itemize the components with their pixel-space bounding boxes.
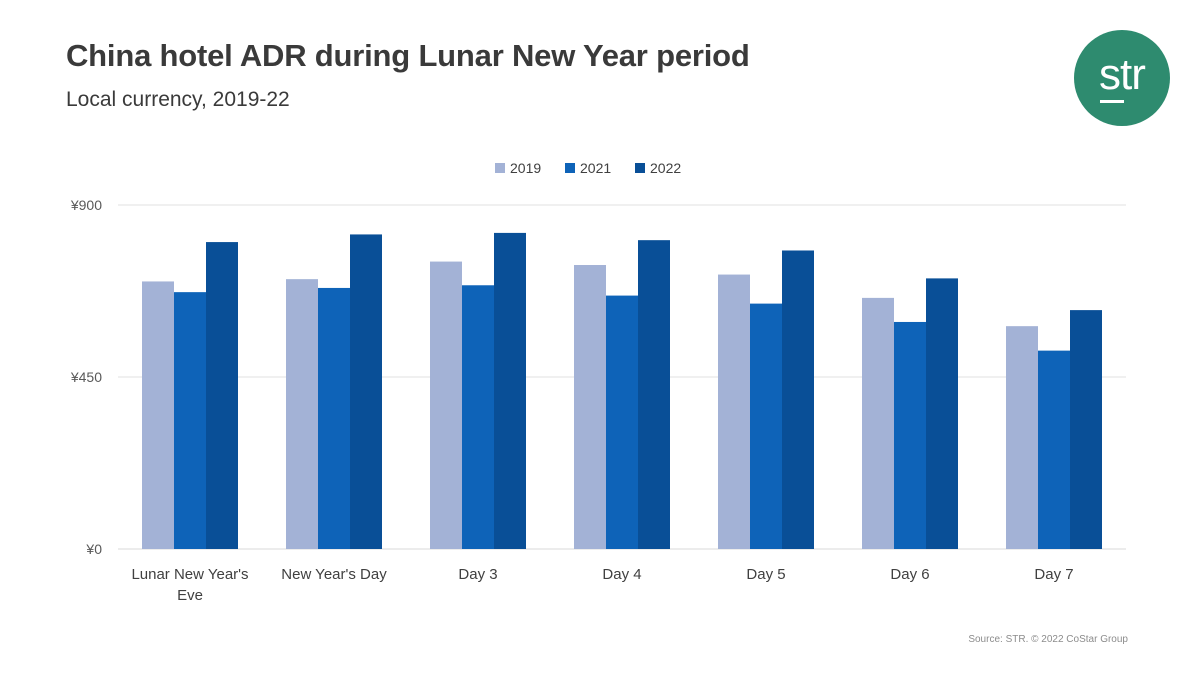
- legend-swatch-2021: [565, 163, 575, 173]
- x-tick-label: Day 4: [602, 566, 641, 583]
- chart-title: China hotel ADR during Lunar New Year pe…: [66, 38, 750, 73]
- y-tick-label: ¥900: [70, 197, 102, 213]
- logo-underline: [1100, 100, 1124, 103]
- y-tick-label: ¥0: [85, 541, 102, 557]
- bar-2019: [862, 297, 894, 549]
- x-tick-label: Day 5: [746, 566, 785, 583]
- legend-label-2022: 2022: [650, 160, 681, 176]
- bar-2021: [606, 295, 638, 549]
- bar-2022: [206, 242, 238, 549]
- bar-2021: [174, 292, 206, 549]
- bar-2022: [494, 232, 526, 549]
- bar-2019: [574, 265, 606, 549]
- bar-2022: [782, 250, 814, 550]
- x-tick-label: Day 7: [1034, 566, 1073, 583]
- x-tick-label: Day 3: [458, 566, 497, 583]
- legend-label-2019: 2019: [510, 160, 541, 176]
- bar-2022: [926, 278, 958, 549]
- bar-2019: [718, 274, 750, 549]
- bar-2021: [318, 287, 350, 549]
- bar-2021: [462, 285, 494, 549]
- bar-2022: [638, 240, 670, 550]
- bar-2022: [350, 234, 382, 550]
- bar-2019: [430, 261, 462, 549]
- bar-2019: [286, 279, 318, 549]
- x-tick-label: Day 6: [890, 566, 929, 583]
- bar-2019: [1006, 326, 1038, 549]
- source-note: Source: STR. © 2022 CoStar Group: [968, 634, 1128, 645]
- legend-swatch-2022: [635, 163, 645, 173]
- legend-swatch-2019: [495, 163, 505, 173]
- logo-text: str: [1099, 50, 1146, 99]
- y-tick-label: ¥450: [70, 369, 102, 385]
- x-tick-label: Lunar New Year's: [131, 566, 248, 583]
- str-logo: str: [1074, 30, 1170, 126]
- bar-2019: [142, 281, 174, 549]
- x-tick-label: New Year's Day: [281, 566, 387, 583]
- bar-2021: [894, 321, 926, 549]
- bar-2022: [1070, 310, 1102, 549]
- chart-subtitle: Local currency, 2019-22: [66, 88, 290, 111]
- legend-label-2021: 2021: [580, 160, 611, 176]
- bar-2021: [1038, 350, 1070, 549]
- bar-2021: [750, 303, 782, 549]
- x-tick-label: Eve: [177, 587, 203, 604]
